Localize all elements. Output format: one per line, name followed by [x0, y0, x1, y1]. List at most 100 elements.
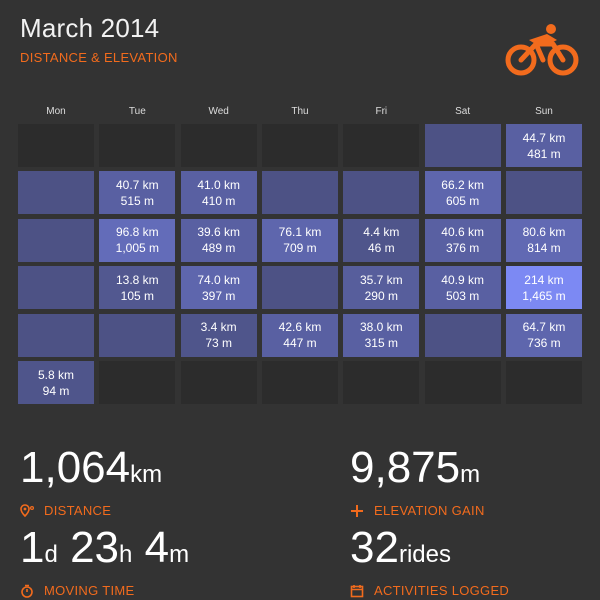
calendar-day-cell: [505, 361, 582, 404]
day-distance: 214 km: [524, 272, 564, 287]
calendar-day-cell: 96.8 km 1,005 m: [99, 218, 176, 262]
cyclist-icon: [505, 24, 579, 76]
day-distance: 3.4 km: [200, 320, 237, 335]
day-elevation: 814 m: [527, 241, 561, 256]
calendar-day-cell: 66.2 km 605 m: [424, 171, 501, 215]
day-distance: 4.4 km: [363, 225, 400, 240]
calendar-day-cell: [424, 124, 501, 167]
calendar-day-cell: [424, 313, 501, 357]
weekday-sat: Sat: [455, 106, 471, 117]
moving-hours-unit: h: [119, 541, 133, 568]
calendar-day-cell: 4.4 km 46 m: [343, 218, 420, 262]
calendar-day-cell: [343, 124, 420, 167]
calendar-day-cell: 3.4 km 73 m: [180, 313, 257, 357]
day-elevation: 73 m: [205, 336, 232, 351]
map-pin-icon: [20, 503, 34, 517]
day-distance: 66.2 km: [441, 177, 484, 192]
calendar-day-cell: 41.0 km 410 m: [180, 171, 257, 215]
weekday-mon: Mon: [46, 106, 66, 117]
day-elevation: 447 m: [283, 336, 317, 351]
stat-activities: 32rides ACTIVITIES LOGGED: [350, 523, 510, 599]
calendar-day-cell: 35.7 km 290 m: [343, 266, 420, 310]
weekday-tue: Tue: [128, 106, 146, 117]
calendar-day-cell: [99, 361, 176, 404]
moving-minutes-unit: m: [169, 541, 190, 568]
day-distance: 5.8 km: [37, 367, 74, 382]
day-elevation: 709 m: [283, 241, 317, 256]
calendar-day-cell: [261, 124, 338, 167]
calendar-day-cell: 44.7 km 481 m: [505, 124, 582, 167]
day-elevation: 410 m: [201, 193, 236, 208]
calendar-day-cell: [18, 313, 94, 357]
moving-hours: 23: [70, 523, 120, 572]
calendar-day-cell: [18, 171, 94, 215]
day-distance: 42.6 km: [278, 320, 322, 335]
calendar-day-cell: 40.6 km 376 m: [424, 218, 501, 262]
calendar-day-cell: [261, 361, 338, 404]
calendar-day-cell: 38.0 km 315 m: [343, 313, 420, 357]
distance-unit: km: [130, 461, 163, 488]
day-distance: 38.0 km: [359, 320, 403, 335]
calendar-day-cell: [261, 266, 338, 310]
activities-value: 32: [350, 523, 399, 572]
day-distance: 13.8 km: [115, 272, 159, 287]
calendar-day-cell: [180, 361, 257, 404]
day-elevation: 1,465 m: [522, 288, 566, 303]
stat-distance: 1,064km DISTANCE: [20, 446, 163, 519]
day-elevation: 489 m: [201, 241, 236, 256]
day-elevation: 481 m: [527, 146, 561, 161]
plus-icon: [351, 504, 363, 517]
day-elevation: 397 m: [201, 288, 236, 303]
stat-elevation: 9,875m ELEVATION GAIN: [350, 443, 485, 519]
calendar-day-cell: 64.7 km 736 m: [505, 313, 582, 357]
page-title: March 2014: [20, 13, 160, 43]
day-distance: 74.0 km: [197, 272, 240, 287]
day-elevation: 515 m: [120, 193, 154, 208]
day-elevation: 46 m: [367, 241, 395, 256]
day-distance: 76.1 km: [278, 225, 322, 240]
weekday-fri: Fri: [375, 106, 388, 117]
day-distance: 40.6 km: [441, 225, 484, 240]
calendar-day-cell: [18, 266, 94, 310]
calendar-day-cell: [424, 361, 501, 404]
calendar-day-cell: [343, 171, 420, 215]
weekday-wed: Wed: [208, 106, 229, 117]
calendar-day-cell: [343, 361, 420, 404]
day-elevation: 290 m: [364, 288, 398, 303]
day-elevation: 736 m: [527, 336, 561, 351]
page-subtitle: DISTANCE & ELEVATION: [20, 50, 178, 65]
calendar-day-cell: 74.0 km 397 m: [180, 266, 257, 310]
calendar-day-cell: [18, 124, 94, 167]
day-distance: 39.6 km: [197, 225, 240, 240]
day-elevation: 605 m: [445, 193, 480, 208]
calendar-day-cell: 40.9 km 503 m: [424, 266, 501, 310]
day-distance: 35.7 km: [359, 272, 403, 287]
day-elevation: 94 m: [42, 383, 70, 398]
day-distance: 40.9 km: [441, 272, 484, 287]
calendar-day-cell: [180, 124, 257, 167]
day-distance: 80.6 km: [522, 225, 566, 240]
calendar-grid: 44.7 km 481 m 40.7 km 515 m 41.0 km 410 m 66.2…: [18, 124, 582, 404]
day-elevation: 376 m: [445, 241, 480, 256]
calendar-day-cell: 40.7 km 515 m: [99, 171, 176, 215]
calendar-day-cell: [505, 171, 582, 215]
calendar-day-cell: 214 km 1,465 m: [505, 266, 582, 310]
day-distance: 96.8 km: [115, 225, 159, 240]
calendar-day-cell: [18, 218, 94, 262]
calendar-day-cell: 39.6 km 489 m: [180, 218, 257, 262]
moving-days-unit: d: [44, 541, 58, 568]
day-elevation: 315 m: [364, 336, 398, 351]
calendar-day-cell: 13.8 km 105 m: [99, 266, 176, 310]
calendar-icon: [350, 584, 364, 597]
elevation-label: ELEVATION GAIN: [374, 503, 485, 518]
activities-unit: rides: [398, 541, 451, 568]
activities-label: ACTIVITIES LOGGED: [374, 583, 510, 598]
day-distance: 41.0 km: [197, 177, 240, 192]
calendar-day-cell: [261, 171, 338, 215]
elevation-value: 9,875: [350, 443, 461, 492]
elevation-unit: m: [460, 461, 481, 488]
moving-days: 1: [20, 523, 45, 572]
day-elevation: 105 m: [120, 288, 154, 303]
calendar-day-cell: 42.6 km 447 m: [261, 313, 338, 357]
stopwatch-icon: [21, 584, 33, 598]
